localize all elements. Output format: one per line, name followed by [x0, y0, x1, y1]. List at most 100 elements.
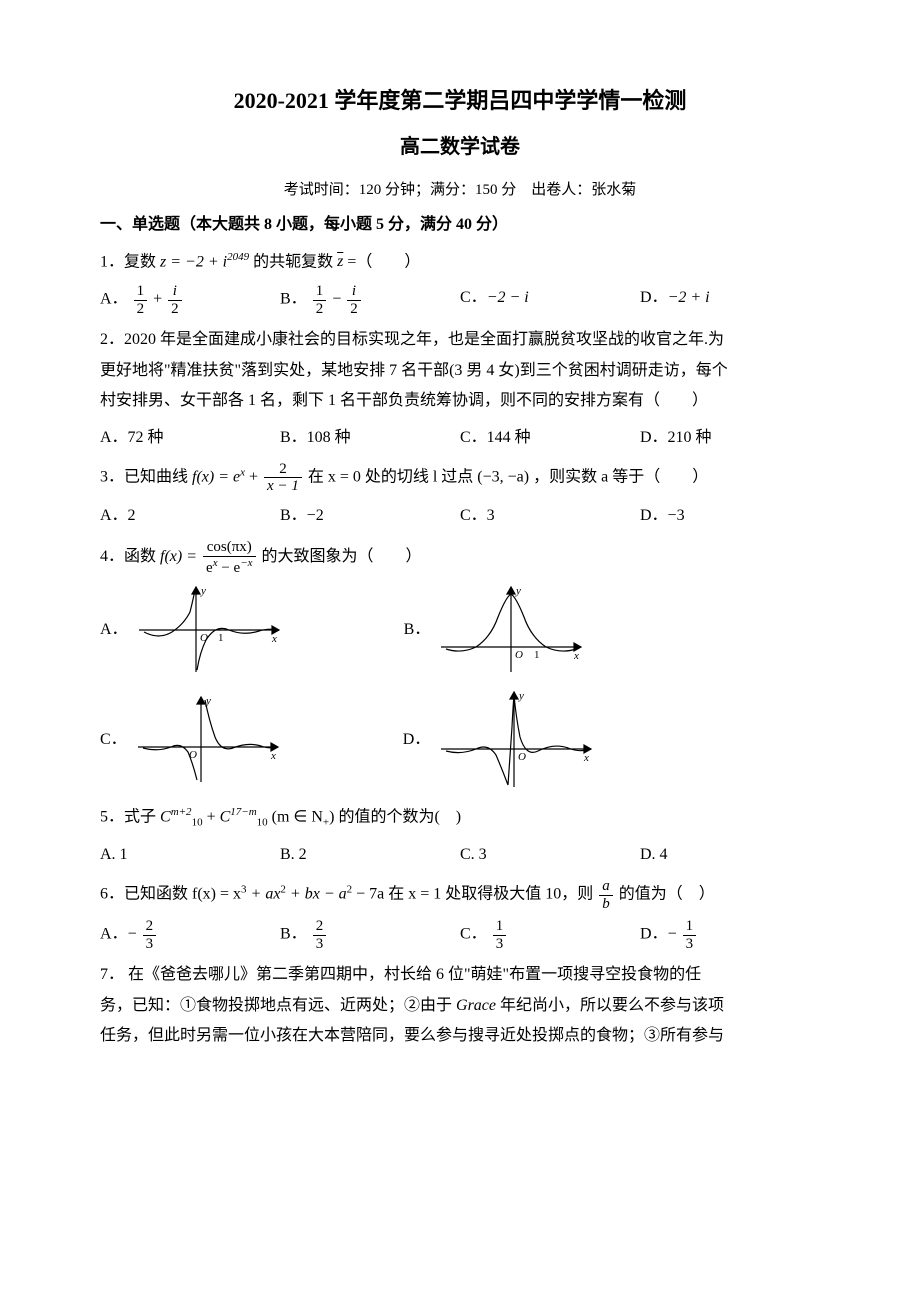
q1-A-pre: A．: [100, 291, 128, 308]
q1-B-n1: 1: [313, 283, 327, 301]
q6-Dpre: D．: [640, 926, 668, 943]
q1-optA: A． 12 + i2: [100, 283, 280, 317]
q6-Dneg: −: [668, 926, 677, 943]
q7-l2b: 年纪尚小，所以要么不参与该项: [496, 997, 724, 1014]
q7-l2a: 务，已知：①食物投掷地点有远、近两处；②由于: [100, 997, 456, 1014]
q3-den: x − 1: [264, 478, 302, 495]
q6-pre: 6．已知函数 f(x) = x: [100, 886, 241, 903]
q4-de2: −x: [240, 557, 252, 569]
q2-A: A．72 种: [100, 423, 280, 453]
q4-row1: A． O 1 y x B． O 1 y x: [100, 582, 820, 677]
q1-stem-b: 的共轭复数: [253, 253, 337, 270]
exam-info: 考试时间：120 分钟；满分：150 分 出卷人：张水菊: [100, 176, 820, 205]
q4-graphD: O y x: [436, 687, 596, 792]
q5-e2: 17−m: [230, 806, 256, 818]
q3-D: D．−3: [640, 501, 820, 531]
q5-C: C. 3: [460, 840, 640, 870]
q4-D-label: D．: [403, 725, 431, 755]
q4-graphC: O y x: [133, 692, 283, 787]
q4-B-label: B．: [404, 615, 431, 645]
q4D-O: O: [518, 751, 526, 763]
q4C-O: O: [189, 749, 197, 761]
q4-post: 的大致图象为（ ）: [262, 549, 422, 566]
q1-A-d2: 2: [168, 301, 182, 318]
q6-Cn: 1: [493, 918, 507, 936]
q4-da: e: [206, 560, 213, 576]
q6-e2: 2: [280, 884, 286, 896]
q2-options: A．72 种 B．108 种 C．144 种 D．210 种: [100, 423, 820, 453]
q4-pairB: B． O 1 y x: [404, 582, 587, 677]
q5-C2: C: [220, 809, 231, 826]
q2-l3: 村安排男、女干部各 1 名，剩下 1 名干部负责统筹协调，则不同的安排方案有（ …: [100, 386, 820, 416]
q1-B-n2: i: [347, 283, 361, 301]
q6-B: B． 23: [280, 918, 460, 952]
q1-optC: C．−2 − i: [460, 283, 640, 317]
q3: 3．已知曲线 f(x) = ex + 2x − 1 在 x = 0 处的切线 l…: [100, 461, 820, 495]
q5-pre: 5．式子: [100, 809, 160, 826]
q6-Apre: A．: [100, 926, 128, 943]
q1-optB: B． 12 − i2: [280, 283, 460, 317]
q1-C: −2 − i: [487, 289, 529, 306]
q6-Ad: 3: [143, 936, 157, 953]
q4B-1: 1: [534, 649, 540, 661]
q3-num: 2: [264, 461, 302, 479]
q4-graphB: O 1 y x: [436, 582, 586, 677]
q6-e3: 3: [241, 884, 247, 896]
q3-C: C．3: [460, 501, 640, 531]
q5-options: A. 1 B. 2 C. 3 D. 4: [100, 840, 820, 870]
section1-head: 一、单选题（本大题共 8 小题，每小题 5 分，满分 40 分）: [100, 210, 820, 240]
q6-fb: b: [599, 896, 613, 913]
q4-dm: − e: [218, 560, 241, 576]
q6-post: 的值为（ ）: [619, 886, 715, 903]
q4B-x: x: [573, 650, 579, 662]
q6-options: A．− 23 B． 23 C． 13 D．− 13: [100, 918, 820, 952]
q6-Cpre: C．: [460, 926, 487, 943]
q4-graphA: O 1 y x: [134, 582, 284, 677]
q4A-x: x: [271, 633, 277, 645]
q5-mid: (m ∈ N: [272, 809, 323, 826]
q3-plus: +: [249, 469, 262, 486]
q3-B: B．−2: [280, 501, 460, 531]
q1-optD: D．−2 + i: [640, 283, 820, 317]
q3-xexp: x: [240, 466, 245, 478]
page-title: 2020-2021 学年度第二学期吕四中学学情一检测: [100, 80, 820, 122]
q5-plus: +: [207, 809, 220, 826]
q1-B-d1: 2: [313, 301, 327, 318]
q1-stem-c: =（ ）: [347, 253, 420, 270]
q7: 7． 在《爸爸去哪儿》第二季第四期中，村长给 6 位"萌娃"布置一项搜寻空投食物…: [100, 960, 820, 1051]
q7-grace: Grace: [456, 997, 496, 1014]
q4D-x: x: [583, 752, 589, 764]
q5: 5．式子 Cm+210 + C17−m10 (m ∈ N+) 的值的个数为( ): [100, 802, 820, 833]
q1-options: A． 12 + i2 B． 12 − i2 C．−2 − i D．−2 + i: [100, 283, 820, 317]
q6-fa: a: [599, 878, 613, 896]
q1-B-pre: B．: [280, 291, 307, 308]
q7-l1: 7． 在《爸爸去哪儿》第二季第四期中，村长给 6 位"萌娃"布置一项搜寻空投食物…: [100, 960, 820, 990]
q7-l3: 任务，但此时另需一位小孩在大本营陪同，要么参与搜寻近处投掷点的食物；③所有参与: [100, 1021, 820, 1051]
q5-post: ) 的值的个数为( ): [329, 809, 461, 826]
q6-Cd: 3: [493, 936, 507, 953]
q6-p1: + ax: [251, 886, 281, 903]
q3-A: A．2: [100, 501, 280, 531]
q4-pairC: C． O y x: [100, 692, 283, 787]
q6-Bd: 3: [313, 936, 327, 953]
q4-row2: C． O y x D． O y x: [100, 687, 820, 792]
q2-C: C．144 种: [460, 423, 640, 453]
q4A-1: 1: [218, 632, 224, 644]
q1-zbar: z: [337, 247, 343, 277]
q1-A-n1: 1: [134, 283, 148, 301]
q5-b2: 10: [257, 817, 268, 829]
q4A-O: O: [200, 632, 208, 644]
q6-p2: + bx − a: [290, 886, 347, 903]
q5-D: D. 4: [640, 840, 820, 870]
q4C-y: y: [205, 695, 211, 707]
q2-l1: 2．2020 年是全面建成小康社会的目标实现之年，也是全面打赢脱贫攻坚战的收官之…: [100, 325, 820, 355]
q6-Aneg: −: [128, 926, 137, 943]
q6-p3: − 7a 在 x = 1 处取得极大值 10，则: [356, 886, 597, 903]
q1-A-n2: i: [168, 283, 182, 301]
q2: 2．2020 年是全面建成小康社会的目标实现之年，也是全面打赢脱贫攻坚战的收官之…: [100, 325, 820, 416]
q1-z: z = −2 + i: [160, 253, 227, 270]
q5-B: B. 2: [280, 840, 460, 870]
q4-pairD: D． O y x: [403, 687, 597, 792]
q3-fx: f(x) = e: [192, 469, 240, 486]
q1-B-minus: −: [332, 291, 345, 308]
